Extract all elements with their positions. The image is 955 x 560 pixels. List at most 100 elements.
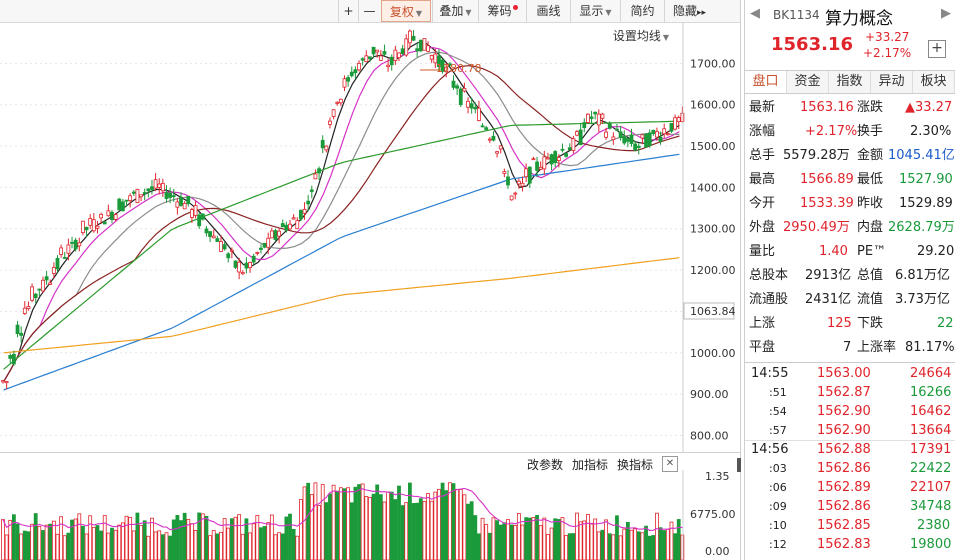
candle [571, 138, 576, 151]
candle [669, 122, 674, 132]
candle [407, 30, 412, 44]
chips-button[interactable]: 筹码 [478, 0, 526, 22]
volume-bar [77, 513, 82, 560]
candle [153, 179, 158, 189]
volume-bar [84, 533, 89, 560]
stat-value: 1533.39 [800, 196, 854, 211]
stat-label: 最高 [749, 172, 776, 187]
stat-value: +2.17% [805, 124, 858, 139]
tab-yidong[interactable]: 异动 [871, 71, 913, 93]
display-button[interactable]: 显示 ▼ [570, 0, 620, 22]
volume-bar [153, 531, 158, 560]
candle [164, 192, 169, 199]
volume-chart[interactable]: 1.35 6775.00 0.00 [0, 470, 740, 560]
volume-bar [437, 488, 441, 560]
candle [546, 157, 550, 160]
splitter-edge [744, 0, 745, 560]
candle [142, 192, 147, 194]
price-chart[interactable]: 1700.00 1600.00 1500.00 1400.00 1300.00 1200.… [0, 22, 740, 452]
add-watchlist-button[interactable]: + [928, 40, 946, 58]
price-pct: +2.17% [863, 46, 912, 60]
price-tick: 800.00 [690, 429, 729, 442]
volume-bar [62, 535, 67, 560]
candle [596, 113, 601, 126]
candle [527, 166, 532, 184]
candle [578, 129, 583, 146]
stat-value: 3.73万亿 [895, 292, 950, 307]
volume-ma-line [2, 487, 683, 531]
stat-value: 1563.16 [800, 100, 854, 115]
next-stock-icon[interactable]: ▶ [941, 6, 951, 21]
candle [248, 262, 252, 268]
close-icon[interactable]: ✕ [662, 456, 678, 472]
stat-value: 2431亿 [805, 292, 852, 307]
candle [378, 55, 383, 61]
volume-bar [447, 482, 452, 560]
volume-bar [273, 534, 278, 560]
volume-bar [480, 517, 485, 560]
candle [302, 208, 307, 214]
simple-button[interactable]: 简约 [620, 0, 664, 22]
volume-bar [516, 513, 521, 560]
splitter-handle-icon[interactable] [737, 458, 741, 472]
modify-params-button[interactable]: 改参数 [527, 458, 564, 472]
candle [418, 39, 423, 52]
tick-time: :03 [769, 462, 787, 475]
volume-bar [164, 532, 169, 560]
tab-pankou[interactable]: 盘口 [745, 71, 787, 93]
zoom-in-button[interactable]: + [338, 0, 358, 22]
volume-bar [284, 516, 289, 560]
candle [415, 48, 420, 52]
zoom-out-button[interactable]: — [358, 0, 380, 22]
candle [91, 219, 96, 232]
candle [204, 228, 209, 234]
tab-zijin[interactable]: 资金 [787, 71, 829, 93]
candle [437, 55, 441, 67]
ma-setting-button[interactable]: 设置均线 ▼ [613, 27, 669, 44]
draw-line-button[interactable]: 画线 [526, 0, 570, 22]
volume-bar [131, 530, 136, 560]
volume-bar [629, 529, 634, 560]
switch-indicator-button[interactable]: 换指标 [617, 458, 654, 472]
volume-bar [633, 528, 638, 560]
volume-bar [277, 532, 282, 560]
volume-bar [484, 524, 489, 560]
moving-averages [3, 42, 680, 391]
hide-button[interactable]: 隐藏▸▸ [664, 0, 714, 22]
volume-bar [222, 518, 227, 560]
candle [662, 128, 667, 135]
candle [622, 136, 627, 144]
candle [222, 244, 227, 250]
stat-row: 最高 1566.89 最低 1527.90 [745, 168, 955, 191]
candle [131, 191, 136, 194]
tick-row: :03 1562.86 22422 [745, 460, 955, 479]
stat-value: 125 [827, 316, 852, 331]
add-indicator-button[interactable]: 加指标 [572, 458, 609, 472]
volume-bar [673, 533, 678, 560]
candle [251, 255, 256, 263]
candle [389, 56, 394, 66]
prev-stock-icon[interactable]: ◀ [750, 6, 760, 21]
vol-tick-top: 1.35 [705, 470, 730, 483]
volume-bar [70, 519, 74, 560]
volume-bar [473, 515, 478, 560]
price-axis: 1700.00 1600.00 1500.00 1400.00 1300.00 1200.… [690, 57, 736, 442]
candle [168, 192, 173, 198]
volume-bar [444, 490, 449, 560]
volume-bar [451, 483, 456, 560]
price-tick: 1200.00 [690, 264, 736, 277]
candle [328, 120, 332, 125]
tick-row: :12 1562.83 19800 [745, 536, 955, 555]
volume-bar [1, 519, 5, 560]
volume-bar [15, 523, 20, 560]
tab-bankuai[interactable]: 板块 [913, 71, 955, 93]
stat-row: 平盘 7 上涨率 81.17% [745, 336, 955, 359]
tick-row: 14:55 1563.00 24664 [745, 365, 955, 384]
splitter[interactable] [740, 0, 741, 560]
tab-zhishu[interactable]: 指数 [829, 71, 871, 93]
candle [422, 38, 427, 51]
overlay-button[interactable]: 叠加 ▼ [432, 0, 478, 22]
volume-bar [200, 513, 205, 560]
candle [259, 247, 263, 250]
fuquan-button[interactable]: 复权 ▼ [381, 0, 431, 22]
